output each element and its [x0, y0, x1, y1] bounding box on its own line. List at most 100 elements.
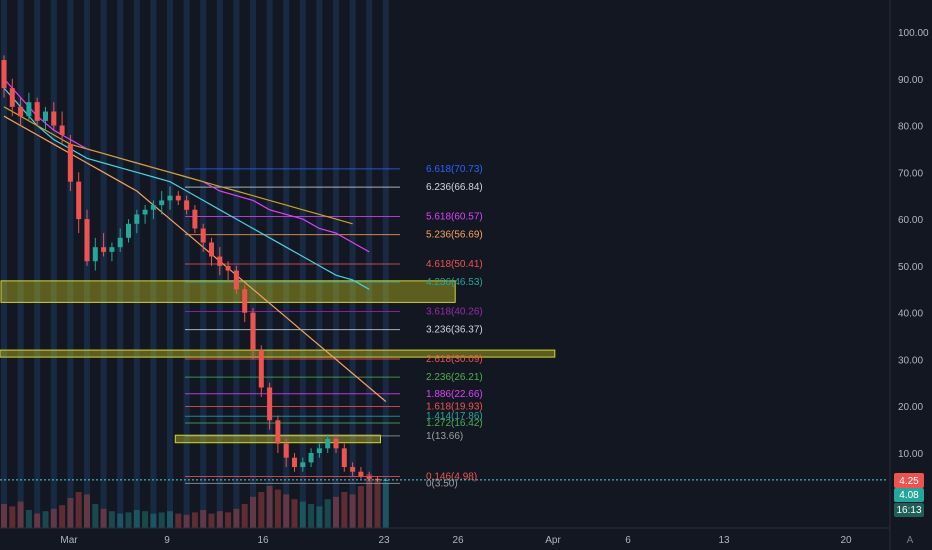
candle[interactable] — [242, 284, 248, 323]
candle[interactable] — [9, 78, 15, 117]
fib-level-label: 2.618(30.09) — [426, 354, 483, 365]
fib-level-label: 6.236(66.84) — [426, 182, 483, 193]
candle[interactable] — [325, 434, 331, 453]
candle[interactable] — [126, 219, 131, 243]
volume-bar — [333, 496, 339, 528]
candle[interactable] — [184, 195, 190, 215]
candle[interactable] — [34, 97, 40, 126]
candle[interactable] — [43, 106, 48, 131]
candle[interactable] — [258, 345, 264, 397]
fib-level-label: 3.618(40.26) — [426, 306, 483, 317]
volume-bar — [258, 492, 265, 528]
price-tick-label: 70.00 — [898, 168, 923, 179]
volume-bar — [357, 486, 364, 528]
price-tick-label: 10.00 — [898, 449, 923, 460]
candle[interactable] — [333, 434, 339, 453]
countdown-badge: 16:13 — [894, 503, 924, 517]
volume-bar — [117, 513, 124, 528]
volume-bar — [349, 494, 356, 528]
candle[interactable] — [316, 443, 322, 458]
candle[interactable] — [142, 205, 148, 224]
candle[interactable] — [109, 242, 115, 262]
candle[interactable] — [175, 191, 181, 206]
fib-level-label: 0(3.50) — [426, 478, 458, 489]
fib-level-label: 1.618(19.93) — [426, 402, 483, 413]
candle[interactable] — [84, 209, 90, 266]
candle[interactable] — [167, 186, 173, 210]
price-tick-label: 60.00 — [898, 215, 923, 226]
fib-level-label: 0.146(4.98) — [426, 471, 477, 482]
candle[interactable] — [300, 457, 306, 472]
volume-bar — [142, 511, 149, 528]
auto-scale-label: A — [907, 535, 914, 546]
candle[interactable] — [51, 102, 57, 131]
candle[interactable] — [217, 247, 223, 276]
volume-bar — [108, 511, 115, 528]
volume-bar — [50, 508, 57, 528]
candle[interactable] — [67, 134, 73, 192]
candle[interactable] — [308, 448, 314, 468]
volume-bar — [250, 496, 256, 528]
support-zone[interactable] — [0, 349, 556, 358]
candle[interactable] — [292, 453, 297, 472]
volume-bar — [283, 494, 290, 528]
price-tick-label: 100.00 — [898, 28, 929, 39]
volume-bar — [25, 510, 32, 528]
candle[interactable] — [92, 237, 98, 271]
fib-level-label: 2.236(26.21) — [426, 372, 483, 383]
fib-level-label: 4.236(46.53) — [426, 277, 483, 288]
time-tick-label: Apr — [545, 535, 561, 546]
volume-bar — [200, 510, 207, 528]
candle[interactable] — [209, 237, 214, 266]
time-tick-label: 9 — [164, 535, 170, 546]
candle[interactable] — [150, 200, 156, 220]
fib-level-label: 6.618(70.73) — [426, 164, 483, 175]
price-tick-label: 80.00 — [898, 122, 923, 133]
candle[interactable] — [18, 97, 24, 126]
fib-level-label: 5.236(56.69) — [426, 230, 483, 241]
candle[interactable] — [1, 55, 7, 98]
volume-bars — [1, 474, 389, 528]
auto-scale-button[interactable]: A — [907, 535, 914, 546]
candle[interactable] — [134, 209, 140, 234]
candle[interactable] — [225, 261, 231, 280]
support-zone[interactable] — [0, 280, 456, 303]
candle[interactable] — [275, 415, 281, 453]
price-tick-label: 40.00 — [898, 309, 923, 320]
candle[interactable] — [200, 223, 206, 252]
volume-bar — [100, 508, 107, 528]
price-tick-label: 90.00 — [898, 75, 923, 86]
fib-level-label: 1.272(16.42) — [426, 418, 483, 429]
volume-bar — [42, 511, 49, 528]
volume-bar — [308, 504, 315, 528]
price-axis[interactable]: 100.00 90.00 80.00 70.00 60.00 50.00 40.00 30.0… — [898, 28, 929, 460]
current-price-badge: 4.25 — [894, 473, 924, 488]
volume-bar — [299, 501, 306, 528]
candle[interactable] — [117, 228, 123, 252]
moving-average-line — [3, 87, 370, 290]
volume-bar — [274, 489, 281, 528]
candle[interactable] — [341, 443, 347, 472]
candle[interactable] — [192, 205, 198, 234]
candle[interactable] — [159, 191, 165, 215]
volume-bar — [133, 510, 140, 528]
volume-bar — [183, 514, 190, 528]
volume-bar — [75, 492, 82, 528]
time-axis[interactable]: Mar 9 16 23 26 Apr 6 13 20 — [60, 535, 852, 546]
candle[interactable] — [267, 382, 273, 430]
candle[interactable] — [358, 467, 364, 479]
candle[interactable] — [233, 265, 239, 294]
candle[interactable] — [26, 92, 32, 121]
time-tick-label: 26 — [452, 535, 464, 546]
volume-bar — [67, 498, 74, 528]
candle[interactable] — [250, 307, 256, 360]
volume-bar — [175, 513, 182, 528]
candle[interactable] — [76, 172, 82, 234]
volume-bar — [266, 486, 273, 528]
candle[interactable] — [283, 438, 289, 468]
candle[interactable] — [59, 111, 65, 145]
candle[interactable] — [350, 462, 356, 477]
candle[interactable] — [101, 233, 107, 257]
